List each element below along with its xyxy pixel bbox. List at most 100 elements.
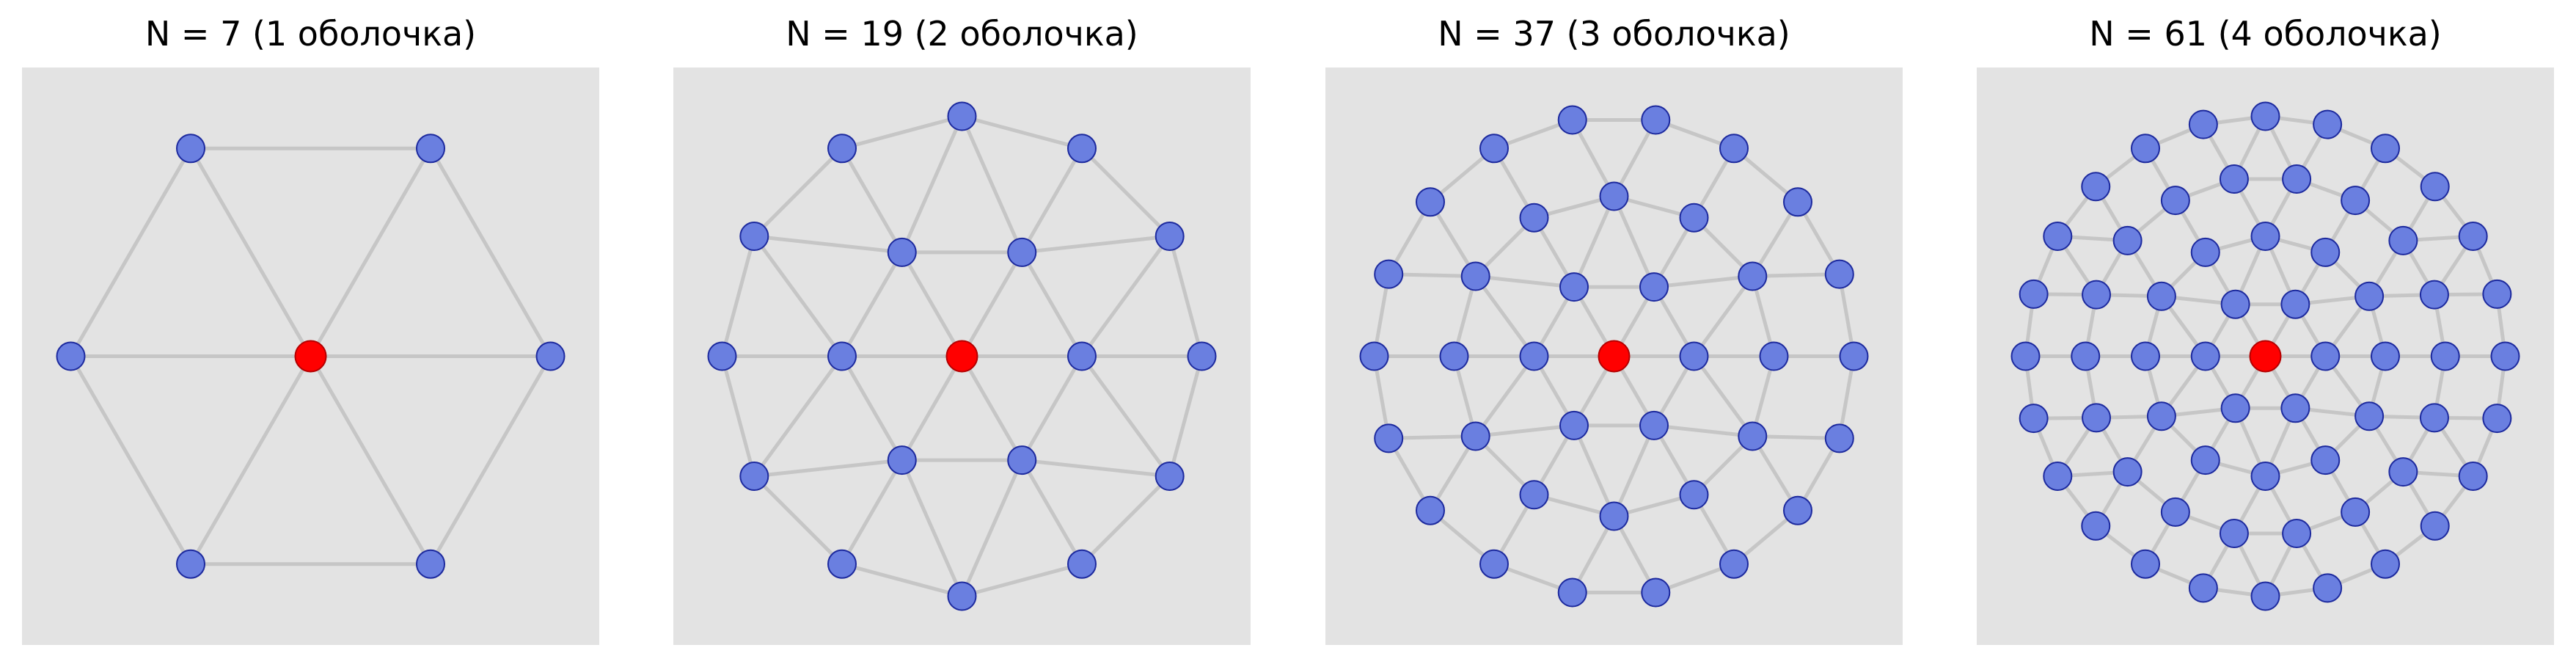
edge (1692, 274, 1754, 358)
node (1559, 272, 1589, 302)
node (1374, 423, 1404, 453)
edges (69, 146, 552, 566)
node (2250, 462, 2280, 491)
node (2220, 289, 2250, 319)
node (2419, 403, 2449, 433)
edge (1080, 354, 1172, 478)
node (2430, 341, 2460, 371)
edge (900, 354, 964, 462)
edge (752, 234, 904, 255)
node (2371, 549, 2400, 579)
node (1519, 341, 1549, 371)
edge (960, 250, 1024, 358)
panel-2-graph (707, 101, 1217, 611)
edge (189, 146, 312, 358)
node (2219, 519, 2249, 549)
edge (189, 354, 312, 566)
node (1599, 501, 1629, 531)
node (2313, 109, 2343, 139)
edge (1692, 354, 1754, 438)
edge (840, 114, 964, 150)
node (1839, 341, 1869, 371)
edge (960, 562, 1084, 598)
edge (1168, 234, 1204, 358)
nodes (2010, 101, 2520, 611)
node (2371, 134, 2400, 164)
edge (1612, 194, 1656, 289)
node (739, 462, 769, 491)
node (1679, 341, 1709, 371)
node (2250, 101, 2280, 131)
node (2458, 222, 2488, 251)
node (2388, 457, 2418, 487)
edge (900, 458, 964, 598)
node (1679, 480, 1709, 510)
edge (960, 458, 1024, 598)
node (1738, 261, 1768, 291)
node (827, 134, 857, 164)
node (2071, 341, 2101, 371)
node (2490, 341, 2520, 371)
node (1479, 134, 1509, 164)
node (1187, 341, 1217, 371)
node (1460, 261, 1490, 291)
node (2146, 281, 2176, 311)
panel-4-graph (2010, 101, 2520, 611)
node (2043, 222, 2073, 251)
edge (752, 146, 844, 238)
node (2160, 497, 2190, 527)
edge (1020, 458, 1084, 566)
node (2131, 549, 2160, 579)
node (2310, 445, 2341, 475)
edge (960, 114, 1024, 255)
node (1639, 410, 1669, 440)
node (2282, 164, 2312, 194)
node (1460, 421, 1490, 451)
node (1719, 134, 1749, 164)
node (1599, 181, 1629, 211)
node (1557, 577, 1587, 608)
node (2250, 222, 2280, 251)
edge (309, 146, 433, 358)
node (887, 237, 917, 267)
edge (1612, 423, 1656, 518)
node (2082, 403, 2112, 433)
panel-1 (22, 68, 599, 645)
edge (428, 146, 552, 358)
node (2131, 134, 2160, 164)
edge (1020, 146, 1084, 255)
node (56, 341, 86, 371)
node (2010, 341, 2041, 371)
node (947, 101, 977, 131)
node (176, 549, 205, 579)
edge (1080, 146, 1172, 238)
node (1007, 445, 1037, 475)
node (2250, 581, 2280, 611)
node (2220, 393, 2250, 423)
node (1824, 423, 1854, 453)
node (1679, 203, 1709, 233)
edge (840, 458, 904, 566)
edge (1572, 423, 1616, 518)
node (2082, 280, 2112, 310)
panel-2-title: N = 19 (2 оболочка) (786, 14, 1138, 54)
edge (900, 250, 964, 358)
node (1782, 187, 1812, 217)
node (1519, 203, 1549, 233)
node (2371, 341, 2400, 371)
node (1374, 259, 1404, 289)
center-node (945, 340, 978, 373)
node (2019, 279, 2049, 309)
edge (1572, 194, 1616, 289)
node (739, 222, 769, 251)
node (2310, 237, 2341, 267)
node (2219, 164, 2249, 194)
panel-3-title: N = 37 (3 оболочка) (1438, 14, 1790, 54)
node (1067, 549, 1097, 579)
edge (960, 354, 1024, 462)
node (2131, 341, 2160, 371)
edge (1020, 354, 1084, 462)
edge (1168, 354, 1204, 478)
edge (1474, 423, 1576, 438)
node (2081, 172, 2111, 202)
